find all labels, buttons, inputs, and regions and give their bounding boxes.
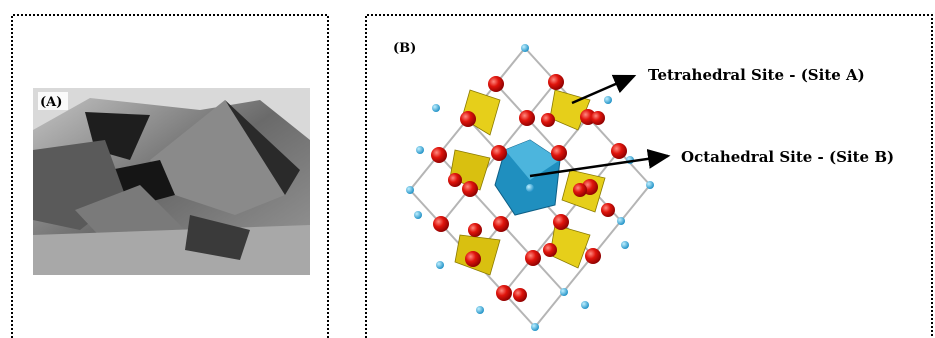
crystal-photo — [33, 88, 310, 275]
annotation: Octahedral Site - (Site B) — [681, 148, 894, 166]
arrow — [572, 76, 634, 103]
annotation: Tetrahedral Site - (Site A) — [648, 66, 865, 84]
panel-label: (A) — [40, 95, 62, 110]
panel-label: (B) — [393, 41, 416, 56]
cation-atoms — [406, 44, 654, 331]
figure: (A) (B) Tet — [0, 0, 935, 338]
page: (A) (B) Tet — [0, 0, 935, 338]
